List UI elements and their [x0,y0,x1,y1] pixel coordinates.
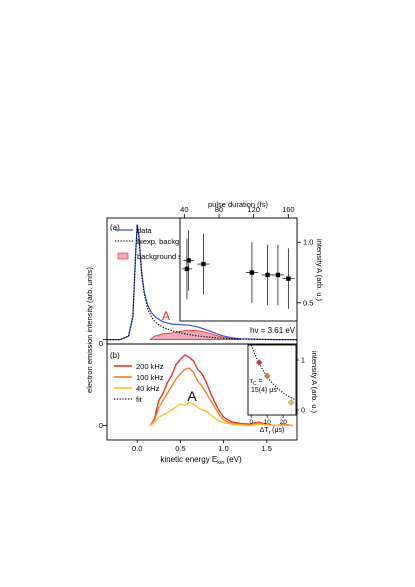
inset-a-data-point [249,270,255,275]
inset-b-x-ticks: 0 10 20 [249,415,287,426]
panel-a-label: (a) [110,223,120,232]
panel-b-frame [106,343,298,441]
inset-b-x-tick-label: 0 [249,419,253,426]
inset-a-data-point [201,261,206,267]
inset-b-data-point [263,372,271,380]
inset-a-x-ticks: 40 80 120 160 [180,205,295,218]
series-data-line [107,224,297,341]
legend-label-data: data [137,226,152,235]
panel-b-x-ticks: 0.0 0.5 1.0 1.5 [132,440,272,453]
inset-b-x-tick-label: 20 [280,419,288,426]
inset-a-frame [179,217,298,322]
panel-b-lines [103,354,293,427]
inset-a-x-tick-label: 160 [282,205,295,214]
series-biexp-background-line [107,224,298,341]
panel-b-x-tick-label: 0.0 [132,444,142,453]
inset-a-data-point [286,276,291,281]
inset-a-data-point [186,258,191,263]
series-200-khz-line [149,354,293,427]
inset-pulse-duration: pulse duration (fs) 40 80 120 160 0.5 1.0 in… [179,200,324,322]
y-axis-title: electron emission intensity (arb. units) [85,267,94,393]
inset-b-data-point [287,399,295,406]
panel-a-legend: data biexp. background background subtra… [115,226,213,261]
panel-b-x-tick-label: 1.0 [218,444,228,453]
legend-label-200khz: 200 kHz [136,362,164,371]
series-40-khz-line [149,401,293,427]
inset-a-x-tick-label: 40 [180,205,188,214]
inset-b-tau-label: τC = [250,378,262,387]
inset-a-y-ticks: 0.5 1.0 [297,238,313,307]
panel-b-y-tick-label: 0 [99,421,103,430]
inset-b-points [255,359,295,406]
panel-a-peak-label: A [162,309,170,323]
inset-a-data-point [184,266,190,272]
legend-label-subtracted: background subtracted [137,252,213,261]
series-100-khz-line [149,367,293,427]
inset-decay: 0 10 20 01 τC = 15(4) μs ΔTr (μs) intensit… [247,344,319,436]
inset-b-y-tick-label: 1 [301,358,305,365]
panel-a-fills [149,329,242,341]
legend-label-40khz: 40 kHz [136,384,160,393]
panel-a-lines [103,224,298,341]
inset-a-x-tick-label: 80 [215,205,223,214]
inset-a-x-tick-label: 120 [247,205,260,214]
panel-b-x-tick-label: 1.5 [262,444,272,453]
panel-b-x-tick-label: 0.5 [175,444,185,453]
panel-a-y-tick-label: 0 [99,339,103,348]
legend-label-biexp: biexp. background [137,237,198,246]
inset-b-tau-value: 15(4) μs [251,387,277,394]
panel-a: (a) 0 A hν = 3.61 eV data biexp. backgro… [99,217,298,348]
legend-label-fit: fit [136,395,143,404]
panel-b-x-title: kinetic energy Ekin (eV) [160,455,242,466]
inset-a-y-tick-label: 1.0 [303,238,313,247]
panel-b-label: (b) [110,351,120,360]
panel-a-photon-energy: hν = 3.61 eV [250,326,296,335]
panel-b: (b) 0 A 0.0 0.5 1.0 1.5 kinetic energy Ekin… [99,343,298,466]
legend-label-100khz: 100 kHz [136,373,164,382]
inset-b-x-title: ΔTr (μs) [260,427,285,436]
inset-a-y-tick-label: 0.5 [303,298,313,307]
inset-b-y-tick-label: 0 [301,408,305,415]
inset-a-data-point [265,272,270,278]
inset-b-y-title: intensity A (arb. u.) [310,351,319,414]
inset-a-points [181,230,295,309]
panel-b-peak-label: A [187,388,197,404]
inset-a-y-title: intensity A (arb. u.) [315,239,324,302]
legend-swatch-subtracted [117,252,129,260]
inset-b-frame [247,344,297,416]
inset-a-x-title: pulse duration (fs) [208,200,269,209]
panel-b-legend: 200 kHz 100 kHz 40 kHz fit [114,362,164,404]
inset-b-data-point [255,359,263,366]
inset-b-x-tick-label: 10 [264,419,272,426]
inset-b-y-ticks: 01 [296,358,305,415]
series-background-subtracted-area [149,329,242,341]
inset-a-data-point [275,272,281,278]
